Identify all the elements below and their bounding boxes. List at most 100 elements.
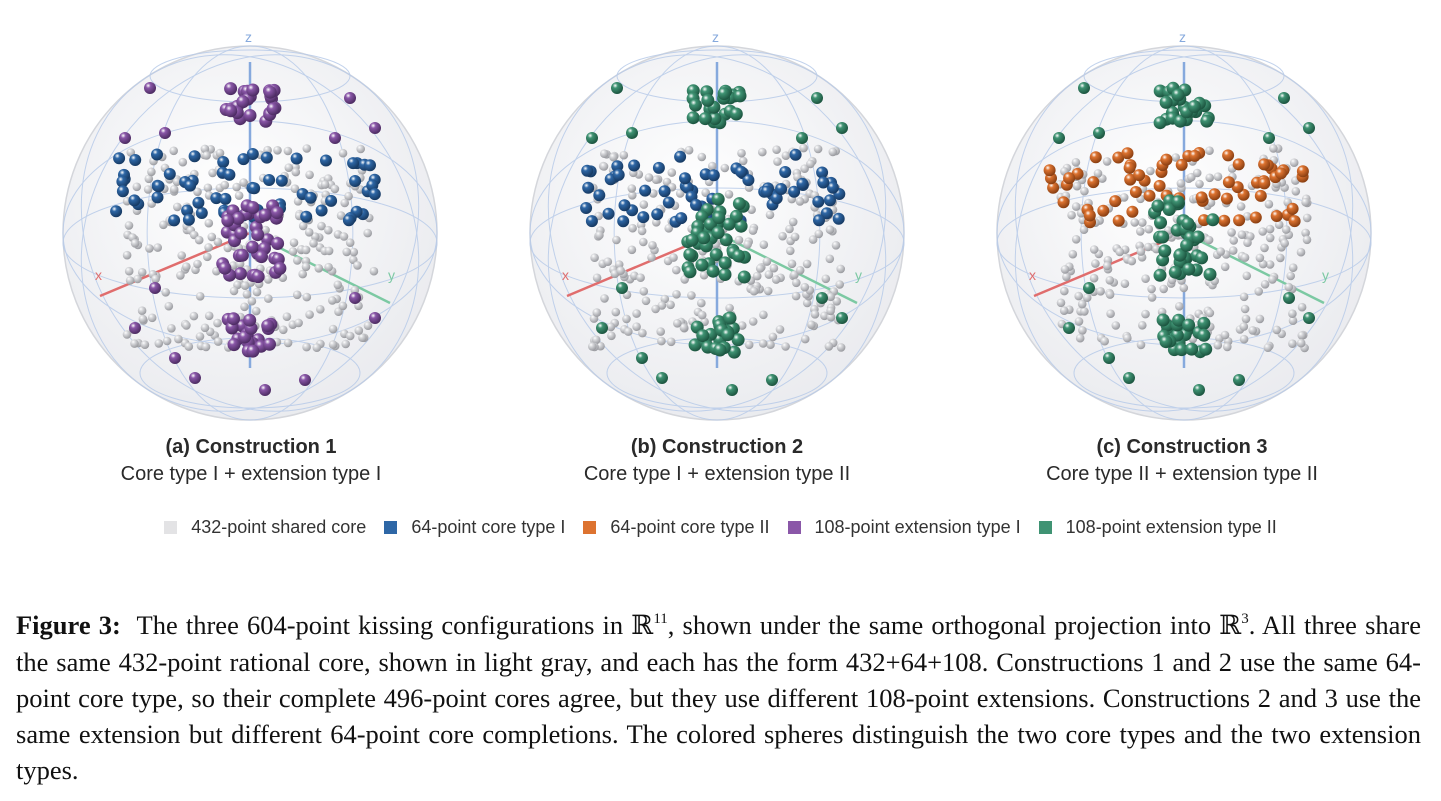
- sphere-plot-construction-1: x y z: [62, 29, 438, 421]
- point-core: [1159, 284, 1168, 294]
- point-core: [340, 198, 350, 208]
- point-core-type: [1133, 169, 1146, 182]
- point-core-type: [168, 214, 181, 227]
- point-core: [781, 151, 791, 160]
- point-core: [1102, 157, 1112, 166]
- point-core: [125, 276, 135, 285]
- point-core-type: [246, 148, 259, 160]
- point-core: [1216, 247, 1225, 256]
- point-core: [338, 148, 348, 158]
- legend-swatch: [384, 521, 398, 534]
- point-core: [200, 323, 210, 333]
- point-extension: [261, 319, 275, 333]
- legend-item-extension-type-2: 108-point extension type II: [1038, 517, 1277, 538]
- legend-item-core-type-1: 64-point core type I: [384, 517, 565, 538]
- caption-field-symbol: ℝ: [631, 610, 654, 641]
- point-core-type: [612, 168, 625, 181]
- point-core: [195, 332, 205, 341]
- point-core: [667, 168, 677, 177]
- point-core: [666, 337, 676, 347]
- point-core-type: [1233, 214, 1246, 227]
- point-core: [1236, 202, 1246, 211]
- point-core-type: [1087, 176, 1100, 189]
- point-core: [755, 264, 765, 273]
- point-core-type: [347, 157, 360, 170]
- point-core-type: [690, 198, 702, 211]
- point-extension: [329, 132, 341, 144]
- point-extension: [708, 112, 722, 126]
- point-core-type: [770, 192, 783, 205]
- point-core-type: [820, 207, 833, 220]
- point-core-type: [679, 172, 691, 185]
- point-core-type: [151, 191, 164, 204]
- point-extension: [721, 328, 735, 342]
- point-extension: [636, 352, 648, 364]
- point-extension: [711, 192, 725, 206]
- point-core-type: [580, 202, 593, 214]
- point-core-type: [217, 156, 230, 168]
- point-core-type: [116, 185, 129, 198]
- point-core: [1239, 322, 1249, 331]
- x-axis-line: [99, 231, 251, 298]
- point-core: [1260, 243, 1269, 253]
- point-core: [1272, 325, 1282, 335]
- point-core: [799, 143, 808, 153]
- point-core: [294, 318, 303, 328]
- legend-swatch: [1038, 521, 1052, 534]
- point-core: [743, 240, 752, 249]
- point-core: [737, 321, 747, 330]
- point-core: [591, 335, 601, 345]
- point-core-type: [637, 211, 650, 224]
- point-extension: [224, 104, 238, 118]
- point-core: [800, 334, 810, 344]
- point-core: [178, 157, 188, 167]
- point-core: [1130, 218, 1139, 227]
- point-core: [628, 223, 637, 233]
- point-core-type: [1249, 211, 1262, 224]
- point-extension: [718, 268, 732, 281]
- point-core: [324, 246, 334, 256]
- point-core: [302, 342, 311, 352]
- point-core: [679, 323, 689, 332]
- point-extension: [1233, 374, 1245, 386]
- point-core: [588, 342, 597, 351]
- point-extension: [1083, 282, 1095, 294]
- point-core: [1078, 326, 1087, 335]
- point-core: [775, 325, 785, 334]
- point-core: [1288, 263, 1298, 272]
- point-extension: [712, 211, 726, 225]
- point-core: [312, 343, 322, 353]
- point-core: [592, 308, 602, 317]
- point-core: [1192, 168, 1202, 178]
- point-extension: [1182, 318, 1196, 332]
- point-core-type: [582, 181, 595, 194]
- point-extension: [258, 208, 272, 222]
- point-extension: [1173, 114, 1187, 128]
- point-core: [651, 304, 660, 314]
- point-core: [785, 224, 794, 234]
- point-core: [194, 235, 204, 245]
- point-core: [1206, 198, 1216, 207]
- point-core-type: [290, 152, 303, 165]
- point-core: [1102, 261, 1112, 271]
- point-core: [1242, 271, 1252, 281]
- point-core-type: [1208, 188, 1221, 201]
- point-core: [644, 173, 654, 182]
- point-core: [592, 273, 602, 283]
- point-core: [363, 321, 373, 331]
- point-core-type: [188, 150, 201, 163]
- point-core: [684, 145, 694, 155]
- point-core: [1146, 166, 1155, 176]
- point-core: [1071, 235, 1081, 244]
- point-core: [697, 298, 706, 308]
- point-core: [282, 312, 292, 322]
- point-extension: [722, 217, 736, 231]
- point-core: [328, 296, 337, 305]
- point-core: [687, 291, 696, 300]
- point-core: [1093, 169, 1103, 178]
- point-core: [835, 280, 844, 289]
- point-core-type: [1175, 158, 1188, 171]
- point-core: [724, 190, 734, 199]
- point-extension: [596, 322, 608, 334]
- point-core-type: [1270, 210, 1283, 222]
